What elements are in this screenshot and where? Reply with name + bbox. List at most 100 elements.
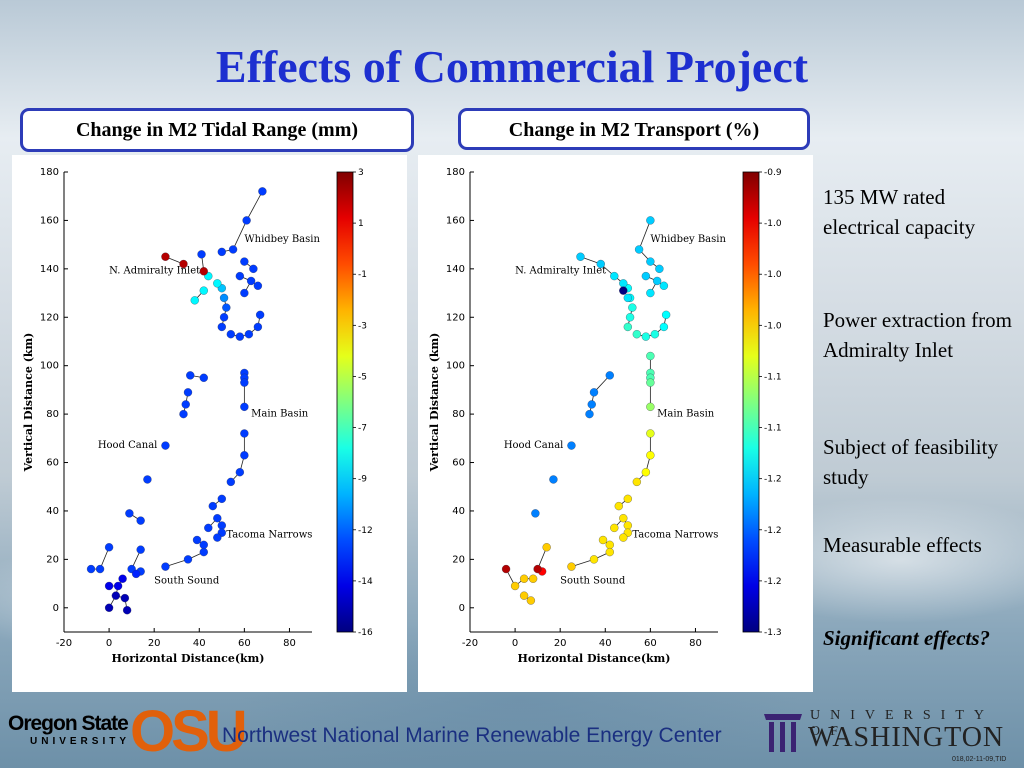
data-point xyxy=(619,514,628,523)
data-point xyxy=(628,303,637,312)
data-point xyxy=(122,606,132,615)
data-point xyxy=(641,271,651,281)
data-point xyxy=(240,288,249,298)
data-point xyxy=(131,569,141,579)
y-tick-label: 140 xyxy=(446,264,465,275)
data-point xyxy=(217,322,226,332)
data-point xyxy=(118,574,127,583)
x-tick-label: 80 xyxy=(689,638,702,649)
colorbar-tick-label: -16 xyxy=(358,628,373,638)
data-point xyxy=(143,475,152,484)
data-point xyxy=(217,247,226,257)
note-significant: Significant effects? xyxy=(823,626,991,650)
data-point xyxy=(219,313,229,322)
colorbar xyxy=(742,171,760,633)
y-tick-label: 120 xyxy=(446,312,465,323)
data-point xyxy=(213,279,222,288)
data-point xyxy=(589,555,599,564)
colorbar-tick-label: -1.1 xyxy=(764,424,782,434)
note-measurable: Measurable effects xyxy=(823,533,982,557)
data-point xyxy=(646,288,655,298)
region-label: Hood Canal xyxy=(98,440,158,451)
region-label: South Sound xyxy=(560,576,626,587)
slide-id: 018,02-11-09,TID xyxy=(952,756,1007,763)
data-point xyxy=(646,216,655,225)
x-tick-label: 20 xyxy=(148,638,161,649)
network-segment xyxy=(232,220,247,250)
data-point xyxy=(186,371,195,380)
colorbar-tick-label: -14 xyxy=(358,577,373,587)
y-tick-label: 140 xyxy=(40,264,59,275)
region-label: Whidbey Basin xyxy=(650,234,726,245)
colorbar-tick-label: -1.1 xyxy=(764,372,782,382)
data-point xyxy=(619,286,628,295)
region-label: Whidbey Basin xyxy=(244,234,320,245)
data-point xyxy=(528,574,538,583)
colorbar-tick-label: 1 xyxy=(358,219,364,229)
data-point xyxy=(641,332,651,341)
data-point xyxy=(585,409,594,419)
y-tick-label: 100 xyxy=(446,361,465,372)
data-point xyxy=(179,259,188,269)
region-label: Main Basin xyxy=(657,409,715,420)
data-point xyxy=(179,409,188,419)
data-point xyxy=(659,281,669,290)
y-tick-label: 40 xyxy=(452,506,465,517)
data-point xyxy=(246,276,256,286)
osu-logo-mark: OSU xyxy=(130,699,248,764)
panel1-label: Change in M2 Tidal Range (mm) xyxy=(20,108,414,152)
data-point xyxy=(519,591,529,600)
data-point xyxy=(235,271,245,281)
data-point xyxy=(199,547,208,557)
data-point xyxy=(161,441,170,450)
network-segment xyxy=(638,220,651,250)
data-point xyxy=(240,451,249,460)
data-point xyxy=(199,373,208,382)
data-point xyxy=(619,279,628,288)
y-axis-label: Vertical Distance (km) xyxy=(428,333,441,473)
data-point xyxy=(258,187,267,196)
data-point xyxy=(104,603,114,612)
y-tick-label: 60 xyxy=(46,458,59,469)
data-point xyxy=(610,271,619,281)
data-point xyxy=(542,543,551,552)
data-point xyxy=(501,564,511,574)
data-point xyxy=(181,400,190,409)
data-point xyxy=(623,494,632,503)
data-point xyxy=(95,564,105,574)
data-point xyxy=(533,564,542,574)
data-point xyxy=(199,286,208,295)
data-point xyxy=(111,591,121,600)
data-point xyxy=(204,523,213,533)
data-point xyxy=(183,388,193,397)
data-point xyxy=(235,468,245,477)
y-tick-label: 180 xyxy=(40,167,59,178)
y-tick-label: 160 xyxy=(446,215,465,226)
data-point xyxy=(161,252,170,261)
data-point xyxy=(576,252,585,261)
colorbar-tick-label: -1.2 xyxy=(764,526,782,536)
y-tick-label: 60 xyxy=(452,458,465,469)
colorbar-tick-label: -1.2 xyxy=(764,475,782,485)
data-point xyxy=(605,540,614,549)
colorbar-tick-label: -1.2 xyxy=(764,577,782,587)
colorbar-tick-label: -1.0 xyxy=(764,219,782,229)
x-tick-label: 80 xyxy=(283,638,296,649)
y-tick-label: 160 xyxy=(40,215,59,226)
panel2-label: Change in M2 Transport (%) xyxy=(458,108,810,150)
x-tick-label: 0 xyxy=(106,638,112,649)
note-feasibility: Subject of feasibility study xyxy=(823,435,998,489)
data-point xyxy=(197,250,206,259)
region-label: N. Admiralty Inlet xyxy=(109,266,200,277)
y-tick-label: 100 xyxy=(40,361,59,372)
data-point xyxy=(242,216,251,225)
colorbar-tick-label: -5 xyxy=(358,372,367,382)
data-point xyxy=(605,371,614,380)
data-point xyxy=(596,259,605,269)
y-tick-label: 180 xyxy=(446,167,465,178)
data-point xyxy=(531,509,540,518)
data-point xyxy=(646,351,655,361)
data-point xyxy=(161,562,170,571)
x-tick-label: -20 xyxy=(462,638,478,649)
data-point xyxy=(652,276,662,286)
